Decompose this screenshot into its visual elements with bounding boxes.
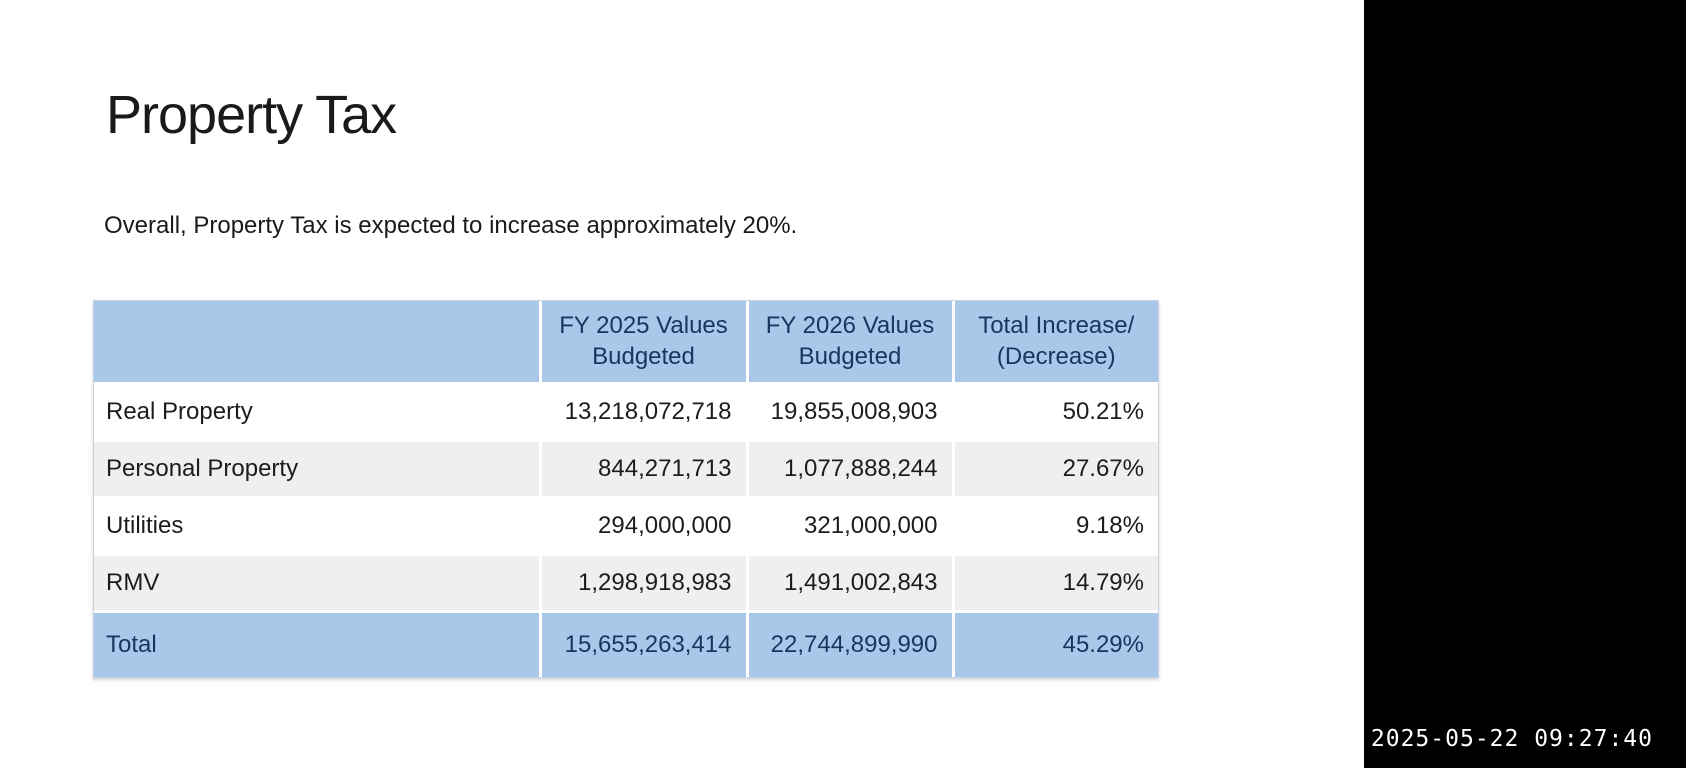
table-row: Real Property 13,218,072,718 19,855,008,…: [94, 381, 1158, 440]
letterbox-panel: [1364, 0, 1686, 768]
header-fy2025: FY 2025 Values Budgeted: [538, 301, 747, 383]
row-fy2026-value: 321,000,000: [745, 495, 953, 554]
table-total-row: Total 15,655,263,414 22,744,899,990 45.2…: [94, 609, 1158, 677]
row-fy2026-value: 1,077,888,244: [745, 438, 953, 497]
row-label: Personal Property: [94, 438, 540, 497]
row-fy2026-value: 19,855,008,903: [745, 381, 953, 440]
row-fy2025-value: 1,298,918,983: [538, 552, 747, 611]
total-change-value: 45.29%: [951, 609, 1158, 677]
row-change-value: 9.18%: [951, 495, 1158, 554]
row-fy2025-value: 844,271,713: [538, 438, 747, 497]
header-fy2026: FY 2026 Values Budgeted: [745, 301, 953, 383]
row-change-value: 14.79%: [951, 552, 1158, 611]
table-header-row: FY 2025 Values Budgeted FY 2026 Values B…: [94, 301, 1158, 383]
page-title: Property Tax: [106, 85, 397, 145]
slide-subtitle: Overall, Property Tax is expected to inc…: [104, 212, 798, 239]
row-fy2025-value: 13,218,072,718: [538, 381, 747, 440]
property-tax-table: FY 2025 Values Budgeted FY 2026 Values B…: [93, 300, 1159, 678]
table-row: Utilities 294,000,000 321,000,000 9.18%: [94, 495, 1158, 554]
row-fy2025-value: 294,000,000: [538, 495, 747, 554]
row-change-value: 27.67%: [951, 438, 1158, 497]
total-label: Total: [94, 609, 540, 677]
total-fy2025-value: 15,655,263,414: [538, 609, 747, 677]
total-fy2026-value: 22,744,899,990: [745, 609, 953, 677]
recording-timestamp: 2025-05-22 09:27:40: [1370, 726, 1653, 752]
presentation-slide: Property Tax Overall, Property Tax is ex…: [0, 0, 1364, 768]
row-change-value: 50.21%: [951, 381, 1158, 440]
table-row: RMV 1,298,918,983 1,491,002,843 14.79%: [94, 552, 1158, 611]
row-label: Utilities: [94, 495, 540, 554]
row-label: RMV: [94, 552, 540, 611]
header-change: Total Increase/ (Decrease): [951, 301, 1158, 383]
row-fy2026-value: 1,491,002,843: [745, 552, 953, 611]
header-blank: [94, 301, 540, 383]
table-row: Personal Property 844,271,713 1,077,888,…: [94, 438, 1158, 497]
row-label: Real Property: [94, 381, 540, 440]
